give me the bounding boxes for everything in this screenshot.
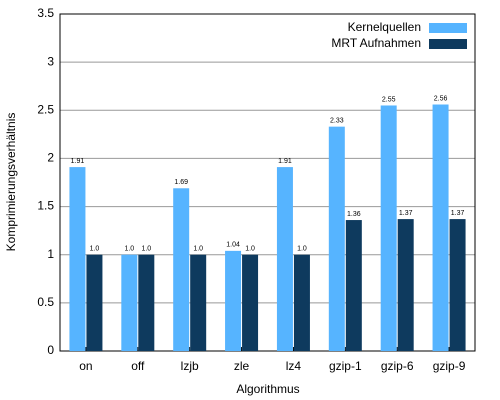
y-tick-label: 1	[47, 247, 54, 261]
bar	[293, 254, 310, 351]
bar	[276, 167, 293, 351]
legend-label: Kernelquellen	[348, 20, 421, 34]
y-tick-label: 2	[47, 151, 54, 165]
value-label: 1.0	[245, 246, 255, 253]
x-axis-label: Algorithmus	[236, 382, 299, 396]
bar	[225, 250, 242, 351]
bar	[432, 104, 449, 351]
x-tick-label: gzip-6	[381, 359, 414, 373]
value-label: 2.56	[434, 95, 448, 102]
y-axis-label: Komprimierungsverhältnis	[4, 113, 18, 252]
y-tick-label: 3.5	[37, 6, 54, 20]
bar	[242, 254, 259, 351]
bar	[328, 126, 345, 351]
value-label: 1.0	[90, 246, 100, 253]
bar	[190, 254, 207, 351]
value-label: 1.36	[347, 211, 361, 218]
legend-label: MRT Aufnahmen	[331, 36, 421, 50]
value-label: 1.0	[297, 246, 307, 253]
x-tick-label: gzip-1	[329, 359, 362, 373]
y-tick-label: 0.5	[37, 295, 54, 309]
legend-swatch	[429, 23, 467, 33]
bar	[345, 220, 362, 351]
bar	[121, 254, 138, 351]
value-label: 1.37	[399, 210, 413, 217]
bar	[138, 254, 155, 351]
y-tick-label: 2.5	[37, 102, 54, 116]
value-label: 1.0	[193, 246, 203, 253]
value-label: 1.04	[226, 242, 240, 249]
legend-swatch	[429, 39, 467, 49]
bar	[380, 105, 397, 351]
x-tick-label: on	[79, 359, 92, 373]
plot-frame	[59, 13, 476, 352]
x-tick-label: gzip-9	[433, 359, 466, 373]
value-label: 1.0	[141, 246, 151, 253]
bar	[173, 188, 190, 351]
y-tick-label: 3	[47, 54, 54, 68]
x-tick-label: zle	[234, 359, 250, 373]
y-tick-label: 1.5	[37, 199, 54, 213]
value-label: 2.33	[330, 117, 344, 124]
x-tick-label: lzjb	[181, 359, 199, 373]
x-tick-label: lz4	[286, 359, 302, 373]
value-label: 1.69	[174, 179, 188, 186]
y-tick-label: 0	[47, 343, 54, 357]
value-label: 1.0	[124, 246, 134, 253]
value-label: 1.37	[451, 210, 465, 217]
bar	[69, 167, 86, 351]
bar	[449, 219, 466, 351]
value-label: 2.55	[382, 96, 396, 103]
x-tick-label: off	[131, 359, 145, 373]
bar	[397, 219, 414, 351]
value-label: 1.91	[278, 158, 292, 165]
value-label: 1.91	[71, 158, 85, 165]
bar	[86, 254, 103, 351]
